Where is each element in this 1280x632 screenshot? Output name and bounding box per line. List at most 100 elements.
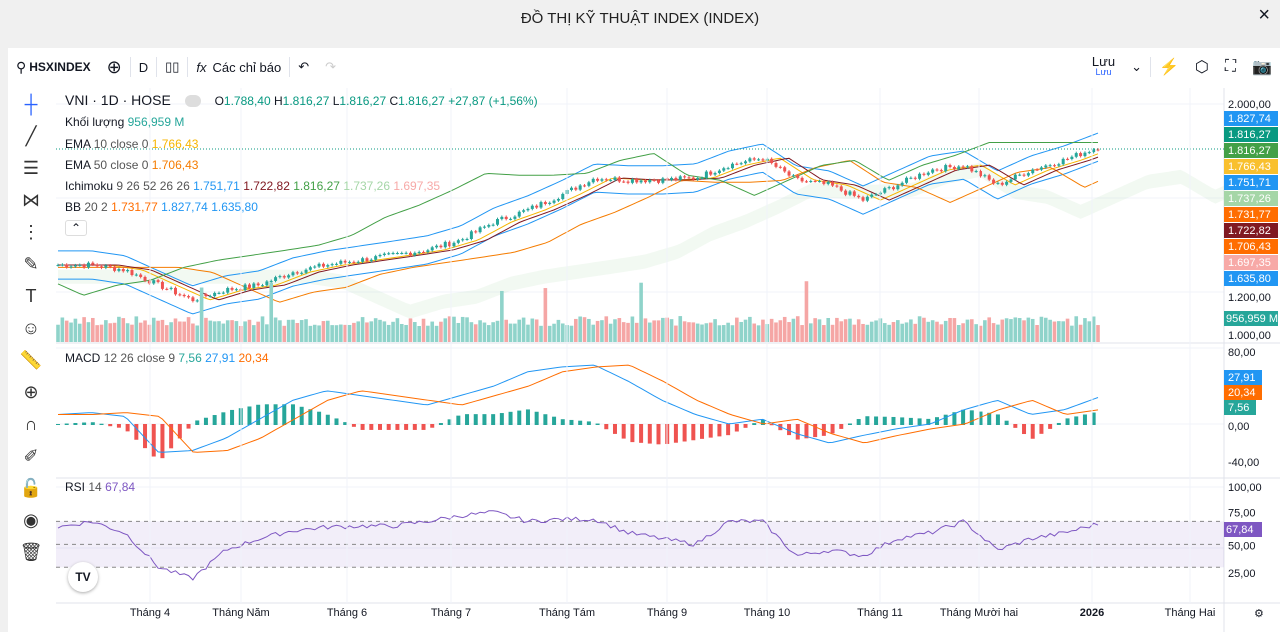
pattern-icon[interactable]: ⋈ xyxy=(22,189,40,210)
macd-histogram-bar xyxy=(1030,424,1035,439)
candle xyxy=(905,177,909,183)
macd-histogram-bar xyxy=(1022,424,1027,435)
top-toolbar: ⚲ HSXINDEX ⊕ D ▯▯ fx Các chỉ báo ↶ ↷ Lưu Lư… xyxy=(8,48,1280,86)
macd-histogram-bar xyxy=(1056,422,1061,425)
compare-plus-icon[interactable]: ⊕ xyxy=(106,56,122,77)
save-button[interactable]: Lưu Lưu xyxy=(1084,48,1123,86)
interval-button[interactable]: D xyxy=(138,59,149,75)
collapse-legend-button[interactable]: ⌃ xyxy=(65,220,88,236)
candle-type-icon[interactable]: ▯▯ xyxy=(165,59,180,74)
redo-icon[interactable]: ↷ xyxy=(325,59,337,74)
magnet-icon[interactable]: ∩ xyxy=(24,413,38,434)
volume-bar xyxy=(674,325,678,342)
candle xyxy=(147,280,151,284)
candle xyxy=(95,264,99,267)
volume-bar xyxy=(991,323,996,342)
tradingview-logo[interactable]: TV xyxy=(68,562,98,592)
macd-histogram-bar xyxy=(421,424,426,430)
macd-histogram-bar xyxy=(995,414,1000,425)
candle xyxy=(408,252,412,256)
candle xyxy=(91,262,95,265)
close-icon[interactable]: × xyxy=(1258,4,1270,26)
volume-bar xyxy=(639,282,643,342)
symbol-search-button[interactable]: ⚲ HSXINDEX xyxy=(8,48,99,86)
volume-bar xyxy=(421,318,426,342)
volume-bar xyxy=(1091,316,1096,342)
quick-search-icon[interactable]: ⚡ xyxy=(1158,59,1179,76)
volume-bar xyxy=(352,322,356,342)
trash-icon[interactable]: 🗑 xyxy=(19,541,43,562)
candle xyxy=(526,208,530,211)
candle xyxy=(835,185,839,187)
candle xyxy=(770,158,774,164)
trend-line-icon[interactable]: ╱ xyxy=(25,125,37,146)
volume-bar xyxy=(917,316,922,342)
candle xyxy=(674,177,678,181)
text-icon[interactable]: T xyxy=(25,285,37,306)
candle xyxy=(556,199,560,201)
macd-histogram-bar xyxy=(143,424,148,449)
ruler-icon[interactable]: 📏 xyxy=(19,349,43,370)
candle xyxy=(722,168,726,171)
macd-histogram-bar xyxy=(621,424,626,439)
zoom-in-icon[interactable]: ⊕ xyxy=(23,381,39,402)
collapse-icon[interactable] xyxy=(184,95,201,108)
settings-icon[interactable]: ⬡ xyxy=(1194,59,1209,76)
volume-bar xyxy=(117,316,121,342)
save-label: Lưu xyxy=(1091,54,1116,69)
chart-canvas[interactable]: 2.000,00 1.200,00 1.000,00 1.827,74 1.816,27… xyxy=(56,88,1280,632)
volume-bar xyxy=(321,321,326,342)
candle xyxy=(726,168,730,170)
candle xyxy=(583,185,587,187)
volume-bar xyxy=(556,319,561,342)
undo-icon[interactable]: ↶ xyxy=(298,59,310,74)
candle xyxy=(926,172,930,175)
volume-bar xyxy=(178,321,182,342)
eye-icon[interactable]: ◉ xyxy=(23,509,39,530)
chart-area[interactable]: 2.000,00 1.200,00 1.000,00 1.827,74 1.816,27… xyxy=(56,88,1280,632)
brush-icon[interactable]: ✎ xyxy=(23,253,39,274)
macd-histogram-bar xyxy=(1065,418,1070,425)
candle xyxy=(622,181,626,183)
volume-bar xyxy=(887,324,891,342)
macd-legend: MACD 12 26 close 9 7,56 27,91 20,34 xyxy=(65,351,269,365)
prediction-icon[interactable]: ⋮ xyxy=(22,221,40,242)
volume-bar xyxy=(125,323,130,342)
fib-lines-icon[interactable]: ☰ xyxy=(22,157,40,178)
candle xyxy=(774,163,778,167)
candle xyxy=(522,210,526,212)
candle xyxy=(1048,165,1052,167)
ema50-line xyxy=(58,160,1099,303)
unlock-icon[interactable]: 🔓 xyxy=(19,477,43,498)
volume-bar xyxy=(1009,319,1013,342)
lock-drawing-icon[interactable]: ✐ xyxy=(23,445,39,466)
volume-bar xyxy=(1026,317,1031,342)
candle xyxy=(313,266,317,268)
time-tick: Tháng 6 xyxy=(327,607,367,619)
candle xyxy=(683,176,687,178)
macd-histogram-bar xyxy=(917,418,922,425)
candle xyxy=(757,159,761,161)
chart-app: ⚲ HSXINDEX ⊕ D ▯▯ fx Các chỉ báo ↶ ↷ Lưu Lư… xyxy=(8,48,1280,632)
candle xyxy=(1039,167,1043,170)
volume-bar xyxy=(156,320,160,342)
volume-bar xyxy=(560,323,565,342)
candle xyxy=(630,179,634,183)
camera-icon[interactable]: 📷 xyxy=(1252,59,1272,76)
volume-bar xyxy=(582,317,587,342)
chevron-down-icon[interactable]: ⌄ xyxy=(1131,59,1142,74)
volume-bar xyxy=(1087,321,1092,342)
macd-line xyxy=(57,364,1099,453)
crosshair-icon[interactable]: ┼ xyxy=(24,93,38,114)
candle xyxy=(609,180,613,182)
candle xyxy=(865,196,869,201)
indicators-button[interactable]: fx Các chỉ báo xyxy=(188,48,289,86)
candle xyxy=(160,281,164,289)
fullscreen-icon[interactable]: ⛶ xyxy=(1224,58,1237,75)
volume-bar xyxy=(591,324,596,342)
emoji-icon[interactable]: ☺ xyxy=(21,317,41,338)
volume-bar xyxy=(791,318,796,342)
candle xyxy=(648,180,652,183)
candle xyxy=(387,253,391,255)
volume-bar xyxy=(308,325,313,342)
